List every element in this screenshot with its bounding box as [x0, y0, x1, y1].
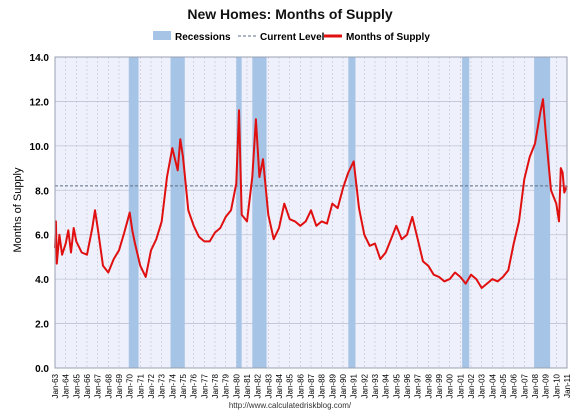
recession-band — [128, 57, 139, 368]
x-tick-label: Jan-92 — [360, 373, 369, 398]
x-tick-label: Jan-74 — [168, 373, 177, 398]
recession-band — [348, 57, 356, 368]
x-tick-label: Jan-06 — [510, 373, 519, 398]
x-tick-label: Jan-00 — [446, 373, 455, 398]
x-tick-label: Jan-73 — [158, 373, 167, 398]
x-tick-label: Jan-05 — [499, 373, 508, 398]
x-tick-label: Jan-66 — [83, 373, 92, 398]
x-tick-label: Jan-80 — [232, 373, 241, 398]
y-tick-label: 12.0 — [30, 97, 50, 108]
recession-band — [252, 57, 267, 368]
x-tick-label: Jan-97 — [414, 373, 423, 398]
x-tick-label: Jan-68 — [104, 373, 113, 398]
x-tick-label: Jan-09 — [542, 373, 551, 398]
x-tick-label: Jan-02 — [467, 373, 476, 398]
x-tick-label: Jan-67 — [94, 373, 103, 398]
y-tick-label: 4.0 — [35, 275, 49, 286]
x-tick-label: Jan-70 — [126, 373, 135, 398]
y-tick-label: 0.0 — [35, 364, 49, 375]
x-tick-label: Jan-76 — [190, 373, 199, 398]
x-tick-label: Jan-08 — [531, 373, 540, 398]
legend: Recessions Current Level Months of Supply — [153, 31, 430, 43]
source-url: http://www.calculatedriskblog.com/ — [228, 401, 352, 410]
legend-swatch-recessions — [153, 31, 171, 40]
y-tick-label: 14.0 — [30, 53, 50, 64]
recession-band — [170, 57, 185, 368]
x-tick-label: Jan-78 — [211, 373, 220, 398]
x-tick-label: Jan-93 — [371, 373, 380, 398]
plot-frame — [54, 56, 568, 369]
x-tick-label: Jan-87 — [307, 373, 316, 398]
x-tick-label: Jan-07 — [520, 373, 529, 398]
x-tick-label: Jan-85 — [286, 373, 295, 398]
x-tick-label: Jan-89 — [328, 373, 337, 398]
x-tick-label: Jan-81 — [243, 373, 252, 398]
x-tick-label: Jan-90 — [339, 373, 348, 398]
y-tick-label: 6.0 — [35, 231, 49, 242]
x-tick-label: Jan-86 — [296, 373, 305, 398]
legend-label-recessions: Recessions — [175, 32, 231, 43]
x-tick-label: Jan-98 — [424, 373, 433, 398]
x-tick-label: Jan-96 — [403, 373, 412, 398]
x-tick-label: Jan-91 — [350, 373, 359, 398]
x-tick-label: Jan-82 — [254, 373, 263, 398]
recession-band — [236, 57, 242, 368]
x-tick-label: Jan-63 — [51, 373, 60, 398]
x-tick-label: Jan-69 — [115, 373, 124, 398]
x-tick-label: Jan-83 — [264, 373, 273, 398]
x-tick-label: Jan-95 — [392, 373, 401, 398]
y-tick-label: 10.0 — [30, 142, 50, 153]
x-tick-label: Jan-03 — [478, 373, 487, 398]
x-tick-label: Jan-04 — [488, 373, 497, 398]
y-tick-label: 2.0 — [35, 320, 49, 331]
chart-title: New Homes: Months of Supply — [187, 6, 393, 22]
x-tick-label: Jan-84 — [275, 373, 284, 398]
x-tick-label: Jan-99 — [435, 373, 444, 398]
y-tick-label: 8.0 — [35, 186, 49, 197]
x-tick-label: Jan-64 — [62, 373, 71, 398]
x-tick-label: Jan-75 — [179, 373, 188, 398]
legend-label-current-level: Current Level — [260, 32, 325, 43]
legend-label-months-of-supply: Months of Supply — [346, 32, 430, 43]
x-tick-label: Jan-94 — [382, 373, 391, 398]
x-tick-label: Jan-10 — [552, 373, 561, 398]
x-tick-label: Jan-11 — [563, 373, 572, 397]
x-tick-label: Jan-71 — [136, 373, 145, 398]
x-tick-label: Jan-88 — [318, 373, 327, 398]
x-tick-label: Jan-77 — [200, 373, 209, 398]
x-tick-label: Jan-65 — [72, 373, 81, 398]
x-tick-label: Jan-79 — [222, 373, 231, 398]
months-of-supply-line — [54, 98, 568, 289]
x-tick-label: Jan-01 — [456, 373, 465, 398]
x-tick-label: Jan-72 — [147, 373, 156, 398]
recession-band — [462, 57, 470, 368]
